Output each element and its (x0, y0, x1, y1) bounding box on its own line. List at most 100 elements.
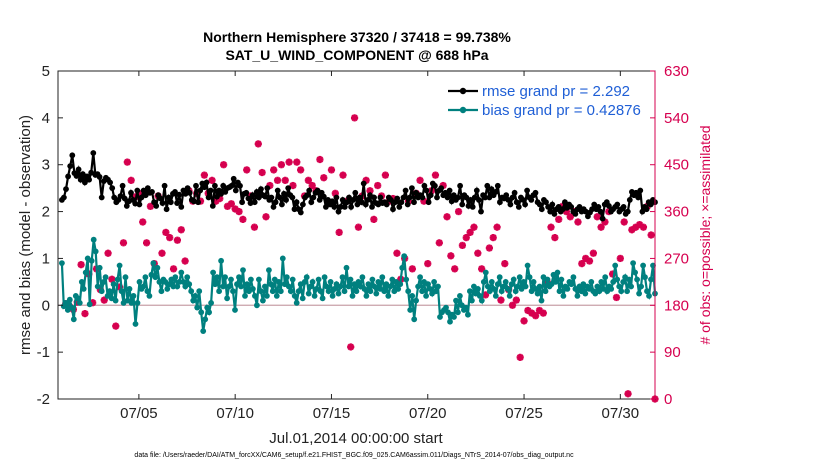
y-tick-label: 0 (42, 297, 50, 314)
bias-point (630, 260, 636, 266)
y2-tick-label: 540 (664, 110, 689, 127)
bias-point (178, 269, 185, 276)
obs-marker (254, 140, 262, 148)
bias-point (82, 269, 89, 276)
obs-marker-stroke (181, 257, 189, 265)
bias-point (646, 293, 652, 299)
rmse-point (205, 194, 212, 201)
obs-marker-stroke (501, 260, 509, 268)
rmse-point (203, 179, 210, 186)
bias-point (467, 288, 473, 295)
obs-marker (293, 158, 301, 166)
obs-marker-stroke (281, 176, 289, 184)
bias-point (431, 279, 437, 285)
bias-point (504, 286, 511, 292)
bias-point (413, 297, 419, 304)
obs-marker-stroke (636, 221, 643, 228)
obs-marker-stroke (532, 312, 539, 320)
bias-point (568, 281, 575, 288)
rmse-point (201, 184, 208, 191)
bias-point (536, 283, 543, 290)
obs-marker (424, 260, 432, 268)
obs-marker-stroke (270, 166, 278, 174)
bias-point (558, 276, 565, 283)
obs-marker-stroke (613, 294, 620, 301)
bias-point (395, 286, 402, 292)
bias-point (176, 279, 183, 285)
bias-point (128, 300, 135, 306)
obs-marker-stroke (528, 309, 536, 317)
obs-marker (331, 189, 339, 197)
rmse-point (144, 185, 151, 192)
rmse-point (427, 192, 434, 199)
obs-marker-stroke (351, 114, 358, 122)
bias-point (190, 297, 197, 304)
obs-marker-stroke (158, 249, 166, 257)
obs-marker (262, 213, 270, 221)
obs-marker (166, 234, 174, 242)
obs-marker (119, 239, 128, 247)
y-tick-label: 3 (42, 157, 50, 174)
rmse-point (184, 185, 191, 192)
obs-marker-stroke (416, 176, 424, 184)
obs-marker-stroke (601, 218, 609, 226)
obs-marker-stroke (459, 242, 466, 249)
obs-marker (81, 310, 89, 318)
bias-point (236, 274, 242, 281)
bias-point (180, 279, 187, 285)
chart-title: Northern Hemisphere 37320 / 37418 = 99.7… (203, 29, 511, 45)
obs-marker-stroke (497, 296, 505, 304)
rmse-point (511, 189, 518, 196)
obs-marker-stroke (177, 226, 185, 234)
bias-point (560, 293, 567, 299)
rmse-point (109, 185, 116, 192)
rmse-point (65, 173, 71, 180)
bias-point (506, 293, 513, 299)
y2-tick-label: 90 (664, 344, 681, 361)
bias-point (534, 290, 541, 297)
obs-marker (235, 207, 243, 216)
bias-point (144, 288, 151, 295)
obs-marker-stroke (432, 171, 439, 179)
obs-marker-stroke (208, 176, 216, 184)
obs-marker (158, 249, 166, 257)
y-tick-label: 2 (42, 204, 50, 221)
bias-point (552, 279, 559, 285)
bias-point (538, 297, 545, 304)
y-tick-label: 1 (42, 250, 50, 267)
bias-point (317, 288, 324, 295)
bias-point (626, 276, 632, 283)
obs-marker (516, 353, 524, 361)
rmse-point (344, 199, 350, 206)
bias-point (618, 288, 625, 295)
bias-point (98, 288, 105, 295)
obs-marker-stroke (474, 249, 482, 257)
rmse-point (140, 187, 147, 194)
bias-point (114, 276, 121, 283)
bias-point (240, 267, 246, 273)
obs-marker-stroke (547, 223, 555, 231)
rmse-point (484, 182, 491, 189)
obs-marker (304, 176, 312, 184)
rmse-point (207, 187, 214, 194)
bias-point (614, 276, 621, 283)
obs-marker-stroke (355, 223, 362, 231)
obs-marker (508, 301, 517, 309)
bias-point (136, 279, 143, 285)
obs-marker (470, 223, 478, 231)
bias-point (365, 281, 372, 288)
bias-point (433, 288, 439, 295)
bias-point (116, 262, 123, 269)
bias-point (608, 286, 615, 292)
bias-point (524, 262, 531, 269)
obs-marker (478, 265, 486, 273)
bias-point (512, 288, 519, 295)
chart-subtitle: SAT_U_WIND_COMPONENT @ 688 hPa (225, 47, 488, 63)
obs-marker (589, 249, 597, 257)
y-tick-label: 4 (42, 110, 50, 127)
obs-marker (416, 176, 424, 184)
obs-marker-stroke (262, 213, 270, 221)
bias-point (475, 286, 481, 292)
bias-point (260, 297, 266, 304)
obs-marker-stroke (593, 213, 601, 221)
